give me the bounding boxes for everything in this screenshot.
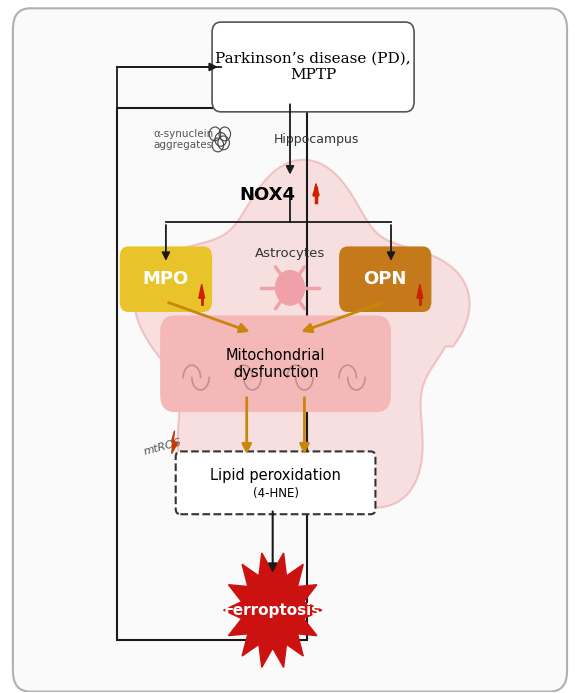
FancyBboxPatch shape xyxy=(176,451,375,514)
Text: Mitochondrial
dysfunction: Mitochondrial dysfunction xyxy=(226,348,325,380)
Polygon shape xyxy=(135,159,470,508)
Text: mtROS: mtROS xyxy=(143,437,183,457)
Text: (4-HNE): (4-HNE) xyxy=(252,486,299,500)
FancyBboxPatch shape xyxy=(339,247,432,312)
Text: NOX4: NOX4 xyxy=(239,186,295,204)
Text: Astrocytes: Astrocytes xyxy=(255,247,325,260)
FancyBboxPatch shape xyxy=(160,315,391,412)
Text: MPO: MPO xyxy=(143,270,189,288)
Polygon shape xyxy=(172,431,177,453)
Text: Ferroptosis: Ferroptosis xyxy=(224,603,321,617)
FancyBboxPatch shape xyxy=(13,8,567,692)
Text: Parkinson’s disease (PD),
MPTP: Parkinson’s disease (PD), MPTP xyxy=(215,52,411,82)
Text: α-synuclein
aggregates: α-synuclein aggregates xyxy=(153,129,213,150)
Text: Lipid peroxidation: Lipid peroxidation xyxy=(210,468,341,484)
Circle shape xyxy=(276,270,304,305)
Polygon shape xyxy=(313,184,319,196)
Polygon shape xyxy=(224,553,322,667)
Polygon shape xyxy=(417,284,423,298)
Text: OPN: OPN xyxy=(364,270,407,288)
Bar xyxy=(117,108,307,640)
FancyBboxPatch shape xyxy=(212,22,414,112)
Polygon shape xyxy=(199,284,205,298)
FancyBboxPatch shape xyxy=(119,247,212,312)
Text: Hippocampus: Hippocampus xyxy=(273,133,358,146)
